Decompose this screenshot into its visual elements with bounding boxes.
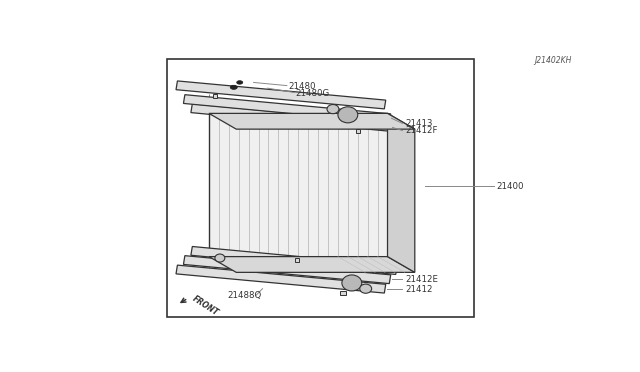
Ellipse shape — [342, 275, 362, 291]
Polygon shape — [209, 257, 415, 272]
Circle shape — [230, 85, 237, 89]
Text: 21400: 21400 — [497, 182, 524, 191]
Text: J21402KH: J21402KH — [534, 56, 572, 65]
Polygon shape — [176, 265, 386, 293]
Polygon shape — [388, 113, 415, 272]
Bar — [209, 113, 388, 257]
Bar — [356, 129, 360, 132]
Text: 21480: 21480 — [288, 82, 316, 91]
Text: FRONT: FRONT — [191, 294, 221, 317]
Circle shape — [237, 81, 243, 84]
Polygon shape — [191, 247, 397, 275]
Polygon shape — [184, 95, 390, 123]
Text: 21488Q: 21488Q — [228, 291, 262, 300]
Ellipse shape — [215, 254, 225, 262]
Text: 21412: 21412 — [405, 285, 433, 294]
Polygon shape — [191, 104, 397, 132]
Polygon shape — [209, 113, 415, 129]
Ellipse shape — [338, 107, 358, 123]
Polygon shape — [184, 256, 390, 283]
Bar — [212, 94, 217, 98]
Ellipse shape — [360, 284, 372, 293]
Text: 21413: 21413 — [405, 119, 433, 128]
Text: 21412E: 21412E — [405, 275, 438, 284]
Bar — [294, 258, 299, 262]
Text: 21480G: 21480G — [296, 89, 330, 98]
Bar — [340, 291, 346, 295]
Text: 21412F: 21412F — [405, 126, 437, 135]
Polygon shape — [176, 81, 386, 109]
Ellipse shape — [327, 105, 339, 114]
Bar — [167, 59, 474, 317]
